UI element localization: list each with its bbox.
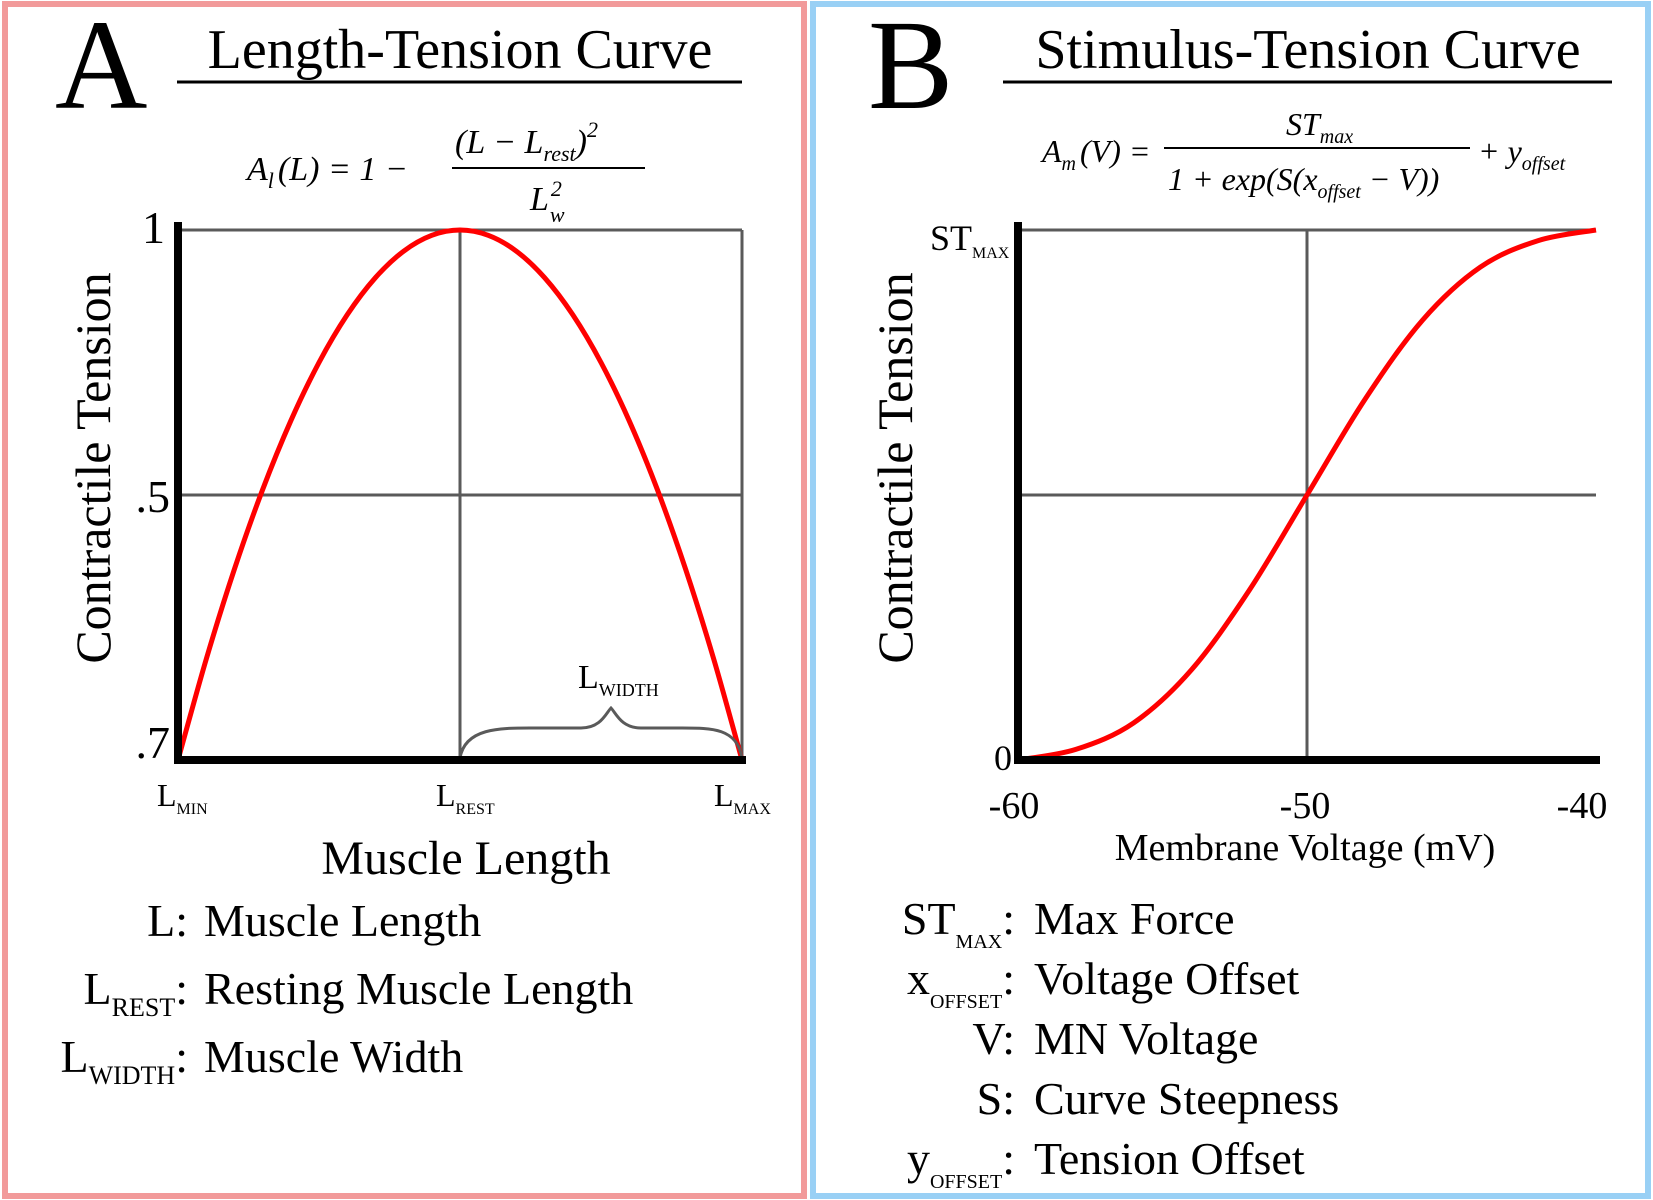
legend-a-sym-2: LWIDTH: <box>60 1031 188 1090</box>
panel-b-curve <box>1017 227 1597 763</box>
svg-text:(L − Lrest)2: (L − Lrest)2 <box>455 117 598 166</box>
panel-a-title: Length-Tension Curve <box>208 19 713 81</box>
legend-b-desc-1: Voltage Offset <box>1034 953 1300 1004</box>
panel-a-x-title: Muscle Length <box>321 832 610 885</box>
panel-a-y-tick-bottom: .7 <box>136 717 171 768</box>
legend-a-desc-0: Muscle Length <box>204 895 481 946</box>
legend-b-sym-0: STMAX: <box>902 893 1015 953</box>
legend-b-desc-4: Tension Offset <box>1034 1133 1305 1184</box>
panel-b-title: Stimulus-Tension Curve <box>1035 19 1580 81</box>
panel-b-y-tick-top: STMAX <box>930 218 1010 262</box>
svg-text:Al(L) = 1 −: Al (L) = 1 − <box>245 151 408 193</box>
panel-a-x-tick-rest: LREST <box>436 777 495 818</box>
panel-b-x-tick-0: -60 <box>989 785 1040 827</box>
legend-a-sym-1: LREST: <box>84 963 188 1022</box>
panel-a-y-title: Contractile Tension <box>65 272 121 663</box>
legend-b-sym-1: xOFFSET: <box>907 953 1015 1013</box>
svg-text:+ yoffset: + yoffset <box>1478 133 1566 175</box>
panel-a-x-tick-max: LMAX <box>714 777 771 818</box>
panel-a-brace-label: LWIDTH <box>578 659 659 700</box>
panel-a-equation: Al (L) = 1 − (L − Lrest)2 L2 w <box>245 117 645 227</box>
legend-b-desc-3: Curve Steepness <box>1034 1073 1339 1124</box>
legend-b-desc-2: MN Voltage <box>1034 1013 1258 1064</box>
panel-b-axes <box>1014 222 1600 764</box>
panel-a-y-tick-1: 1 <box>142 202 165 253</box>
legend-a-desc-1: Resting Muscle Length <box>204 963 633 1014</box>
svg-text:L2w: L2 w <box>529 176 565 227</box>
panel-a-y-tick-half: .5 <box>136 471 171 522</box>
legend-b-sym-4: yOFFSET: <box>907 1133 1015 1193</box>
panel-b-y-title: Contractile Tension <box>867 272 923 663</box>
panel-a-legend: L: Muscle Length LREST: Resting Muscle L… <box>60 895 633 1090</box>
panel-a-letter: A <box>55 0 147 136</box>
svg-text:1 + exp(S(xoffset − V)): 1 + exp(S(xoffset − V)) <box>1168 161 1439 203</box>
legend-a-desc-2: Muscle Width <box>204 1031 463 1082</box>
panel-a-curve <box>175 227 745 761</box>
panel-b-border <box>810 1 1651 1199</box>
legend-b-sym-2: V: <box>972 1013 1015 1064</box>
legend-b-sym-3: S: <box>977 1073 1015 1124</box>
panel-b-equation: Am (V) = STmax 1 + exp(S(xoffset − V)) + … <box>1040 106 1566 203</box>
panel-a-border <box>2 1 807 1199</box>
panel-b-x-title: Membrane Voltage (mV) <box>1115 827 1496 869</box>
legend-b-desc-0: Max Force <box>1034 893 1235 944</box>
panel-b-letter: B <box>868 0 953 136</box>
panel-b-legend: STMAX: Max Force xOFFSET: Voltage Offset… <box>902 893 1339 1193</box>
panel-a: A Length-Tension Curve Al (L) = 1 − (L − … <box>55 0 771 1090</box>
svg-text:Am(V) =: Am (V) = <box>1040 133 1150 175</box>
panel-b: B Stimulus-Tension Curve Am (V) = STmax 1… <box>867 0 1612 1193</box>
panel-a-x-tick-min: LMIN <box>157 777 208 818</box>
panel-a-width-brace <box>458 705 744 759</box>
legend-a-sym-0: L: <box>147 895 188 946</box>
svg-text:STmax: STmax <box>1286 106 1353 148</box>
panel-a-axes <box>174 222 746 764</box>
panel-b-x-tick-2: -40 <box>1557 785 1608 827</box>
panel-b-x-tick-1: -50 <box>1280 785 1331 827</box>
panel-b-y-tick-bottom: 0 <box>994 738 1012 778</box>
